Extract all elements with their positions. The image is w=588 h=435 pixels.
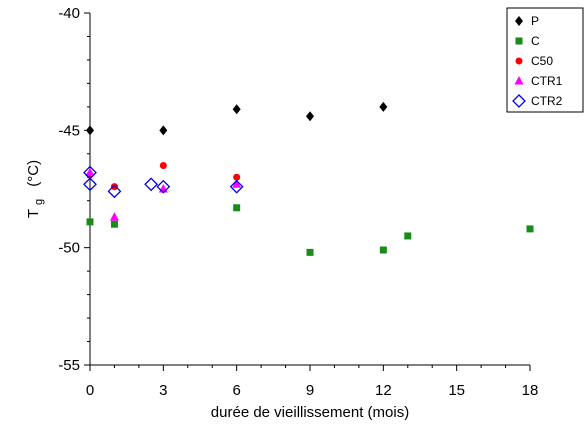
point-c50 (110, 183, 118, 191)
point-ctr2 (107, 184, 122, 199)
legend-marker-ctr2 (512, 94, 526, 108)
y-axis-title-unit: (°C) (25, 160, 42, 187)
legend-label-ctr2: CTR2 (531, 94, 563, 108)
y-axis-title-subscript: g (33, 199, 45, 205)
point-p (379, 101, 388, 112)
legend-marker-ctr1 (514, 76, 524, 85)
x-tick-labels: 0 3 6 9 12 15 18 (86, 382, 539, 399)
point-ctr2 (144, 177, 159, 192)
point-p (306, 111, 314, 122)
point-c50 (233, 173, 241, 181)
point-c (306, 248, 314, 256)
legend-label-c50: C50 (531, 54, 553, 68)
y-tick-label: -55 (58, 357, 80, 374)
point-p (232, 104, 241, 115)
point-c50 (159, 162, 167, 170)
point-c (379, 246, 387, 254)
x-tick-label: 12 (375, 382, 392, 399)
point-p (86, 125, 94, 136)
legend-marker-c50 (515, 57, 523, 65)
point-c (86, 218, 94, 226)
x-tick-label: 15 (448, 382, 465, 399)
x-tick-label: 18 (522, 382, 539, 399)
series-p (86, 101, 388, 136)
legend-marker-c (515, 37, 523, 45)
point-c (404, 232, 412, 240)
legend-label-ctr1: CTR1 (531, 74, 563, 88)
point-ctr1 (232, 179, 242, 188)
x-tick-label: 0 (86, 382, 94, 399)
y-axis-title-main: T (25, 209, 42, 218)
y-tick-label: -45 (58, 122, 80, 139)
point-c (526, 225, 534, 233)
series-c (86, 204, 534, 256)
axes (84, 12, 531, 371)
legend: PC C50 CTR1 CTR2 (506, 7, 584, 113)
legend-label-c: C (531, 34, 540, 48)
point-ctr2 (156, 179, 171, 194)
series-ctr2 (83, 165, 244, 199)
x-tick-label: 6 (232, 382, 240, 399)
point-ctr1 (158, 184, 168, 193)
legend-label-p: P (531, 14, 539, 28)
series-ctr1 (85, 167, 242, 221)
point-ctr1 (85, 167, 95, 177)
y-axis-title: T g (°C) (25, 160, 46, 218)
y-tick-labels: -40 -45 -50 -55 (58, 5, 80, 374)
point-ctr2 (229, 179, 244, 194)
x-tick-label: 9 (306, 382, 314, 399)
legend-marker-p (515, 16, 523, 26)
point-c (110, 220, 118, 228)
point-ctr1 (109, 212, 119, 221)
y-tick-label: -40 (58, 5, 80, 22)
point-ctr2 (83, 177, 97, 192)
data-points (83, 101, 534, 256)
x-axis-title: durée de vieillissement (mois) (211, 404, 409, 421)
point-c (233, 204, 241, 212)
x-tick-label: 3 (159, 382, 167, 399)
point-p (159, 125, 168, 136)
y-tick-label: -50 (58, 240, 80, 257)
